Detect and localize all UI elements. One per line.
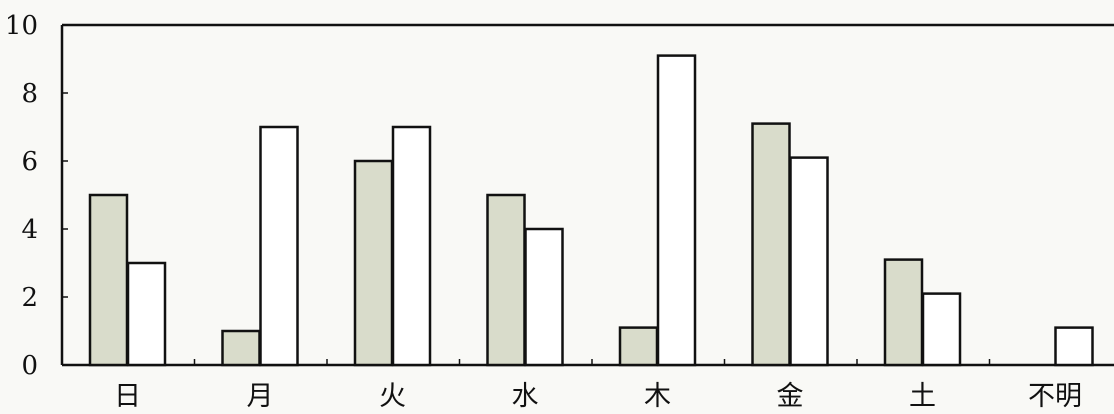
x-category-label: 金 <box>777 381 804 412</box>
x-category-label: 火 <box>379 381 406 412</box>
x-category-label: 日 <box>114 381 141 412</box>
bar-series-1-0 <box>88 193 129 367</box>
bar-series-1-4 <box>618 326 659 367</box>
bar-series-1-3 <box>486 193 526 367</box>
y-tick-label: 10 <box>5 11 38 41</box>
bar-series-2-1 <box>259 125 299 367</box>
bar-series-1-2 <box>353 159 394 367</box>
bar-series-2-6 <box>921 292 962 367</box>
bars <box>88 54 1094 367</box>
x-category-label: 水 <box>512 381 539 412</box>
y-tick-label: 0 <box>21 351 38 381</box>
x-category-label: 土 <box>909 381 936 412</box>
y-tick-label: 6 <box>21 147 38 177</box>
y-axis-ticks: 0 2 4 6 8 10 <box>5 11 68 381</box>
x-category-label: 木 <box>644 381 671 412</box>
y-tick-label: 2 <box>21 283 38 313</box>
bar-series-2-5 <box>789 156 829 367</box>
bar-series-1-6 <box>883 258 924 367</box>
x-axis-ticks: 日 月 火 水 木 金 土 不明 <box>114 359 1082 412</box>
bar-series-2-2 <box>391 125 432 367</box>
bar-series-2-7 <box>1054 326 1094 367</box>
bar-series-2-3 <box>524 227 564 367</box>
bar-series-1-5 <box>751 122 791 367</box>
bar-series-2-0 <box>126 261 167 367</box>
bar-series-2-4 <box>656 54 697 367</box>
x-category-label: 不明 <box>1028 381 1082 412</box>
x-category-label: 月 <box>247 381 274 412</box>
y-tick-label: 4 <box>21 215 38 245</box>
bar-series-1-1 <box>221 329 261 367</box>
y-tick-label: 8 <box>21 79 38 109</box>
